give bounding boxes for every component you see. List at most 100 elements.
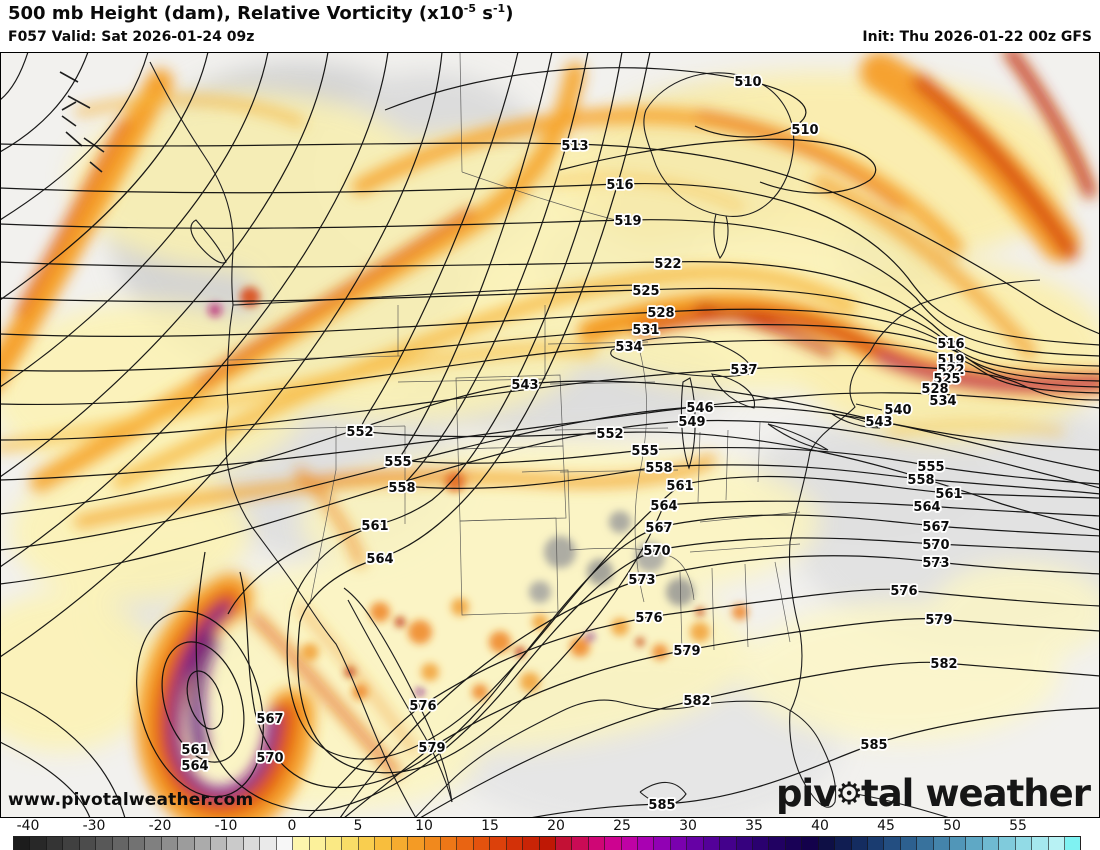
colorbar-segment bbox=[638, 837, 655, 850]
contour-label-537: 537 bbox=[730, 363, 757, 378]
colorbar-segment bbox=[1065, 837, 1081, 850]
colorbar-tick-label: 15 bbox=[481, 818, 499, 834]
colorbar-segment bbox=[982, 837, 1000, 850]
contour-label-519: 519 bbox=[614, 214, 641, 229]
contour-label-516: 516 bbox=[606, 178, 633, 193]
contour-label-558: 558 bbox=[907, 473, 934, 488]
colorbar-segment bbox=[161, 837, 179, 850]
colorbar-tick-label: -30 bbox=[82, 818, 106, 834]
logo-text-weather: weather bbox=[925, 772, 1091, 815]
colorbar-segment bbox=[342, 837, 359, 850]
contour-label-576: 576 bbox=[409, 699, 436, 714]
contour-label-564: 564 bbox=[650, 499, 677, 514]
colorbar-segment bbox=[933, 837, 951, 850]
contour-label-555: 555 bbox=[631, 444, 658, 459]
colorbar-segment bbox=[227, 837, 244, 850]
colorbar-segment bbox=[523, 837, 540, 850]
contour-labels: 5105105135165195225255285315345375435465… bbox=[180, 73, 967, 815]
colorbar-segment bbox=[1032, 837, 1049, 850]
contour-label-567: 567 bbox=[256, 712, 283, 727]
colorbar-segment bbox=[785, 837, 803, 850]
coastlines bbox=[59, 61, 1041, 819]
colorbar-segment bbox=[769, 837, 786, 850]
contour-label-528: 528 bbox=[921, 382, 948, 397]
contour-label-564: 564 bbox=[181, 759, 208, 774]
colorbar-segment bbox=[966, 837, 983, 850]
contour-label-516: 516 bbox=[937, 337, 964, 352]
contour-label-561: 561 bbox=[361, 519, 388, 534]
colorbar-segment bbox=[473, 837, 491, 850]
colorbar-tick-label: 45 bbox=[877, 818, 895, 834]
colorbar-tick-label: 20 bbox=[547, 818, 565, 834]
contour-label-585: 585 bbox=[860, 738, 887, 753]
colorbar-segment bbox=[818, 837, 836, 850]
contour-label-561: 561 bbox=[935, 487, 962, 502]
colorbar-segment bbox=[128, 837, 146, 850]
contour-label-531: 531 bbox=[632, 323, 659, 338]
gear-icon: ⚙ bbox=[835, 776, 863, 812]
contour-label-528: 528 bbox=[647, 306, 674, 321]
colorbar: -40 -30 -20 -10 0 5 10 15 20 25 30 35 40 45 50 55 bbox=[0, 818, 1100, 850]
southwest-vortex-shading bbox=[136, 574, 418, 834]
colorbar-segment bbox=[112, 837, 129, 850]
colorbar-tick-label: -40 bbox=[16, 818, 40, 834]
contour-label-579: 579 bbox=[418, 741, 445, 756]
colorbar-segment bbox=[917, 837, 934, 850]
contour-label-576: 576 bbox=[635, 611, 662, 626]
colorbar-segment bbox=[30, 837, 47, 850]
colorbar-segment bbox=[802, 837, 819, 850]
colorbar-tick-label: 35 bbox=[745, 818, 763, 834]
contour-label-564: 564 bbox=[913, 500, 940, 515]
title-unit-exponent: -1 bbox=[492, 2, 506, 15]
colorbar-segment bbox=[424, 837, 441, 850]
contour-label-579: 579 bbox=[925, 613, 952, 628]
colorbar-segment bbox=[736, 837, 753, 850]
contour-label-510: 510 bbox=[791, 123, 818, 138]
contour-label-570: 570 bbox=[643, 544, 670, 559]
colorbar-segment bbox=[194, 837, 212, 850]
colorbar-segment bbox=[555, 837, 573, 850]
colorbar-segment bbox=[605, 837, 622, 850]
watermark: www.pivotalweather.com bbox=[8, 790, 254, 810]
contour-label-522: 522 bbox=[654, 257, 681, 272]
colorbar-segment bbox=[260, 837, 277, 850]
colorbar-segment bbox=[276, 837, 294, 850]
colorbar-tick-label: 55 bbox=[1009, 818, 1027, 834]
state-borders bbox=[226, 51, 801, 653]
colorbar-segment bbox=[703, 837, 721, 850]
map-title: 500 mb Height (dam), Relative Vorticity … bbox=[8, 2, 513, 24]
colorbar-segment bbox=[588, 837, 606, 850]
colorbar-segment bbox=[293, 837, 310, 850]
logo-text-tal: tal bbox=[861, 772, 914, 815]
colorbar-tick-label: -10 bbox=[214, 818, 238, 834]
contour-label-510: 510 bbox=[734, 75, 761, 90]
contour-label-519: 519 bbox=[937, 353, 964, 368]
colorbar-tick-label: 30 bbox=[679, 818, 697, 834]
colorbar-segment bbox=[358, 837, 376, 850]
colorbar-segment bbox=[572, 837, 589, 850]
title-main: 500 mb Height (dam), Relative Vorticity … bbox=[8, 3, 464, 24]
title-unit: s bbox=[476, 3, 493, 24]
colorbar-gradient bbox=[13, 836, 1082, 850]
colorbar-segment bbox=[14, 837, 31, 850]
colorbar-segment bbox=[720, 837, 737, 850]
title-exponent: -5 bbox=[463, 2, 476, 15]
colorbar-segment bbox=[79, 837, 97, 850]
map-canvas[interactable]: 510 510 513 516 519 522 525 528 531 534 537 543 546 5… bbox=[0, 46, 1100, 834]
contour-label-534: 534 bbox=[929, 394, 956, 409]
colorbar-segment bbox=[621, 837, 639, 850]
colorbar-tick-label: -20 bbox=[148, 818, 172, 834]
logo-text-piv: piv bbox=[775, 772, 837, 815]
contour-label-555: 555 bbox=[917, 460, 944, 475]
contour-label-525: 525 bbox=[933, 372, 960, 387]
contour-label-555: 555 bbox=[384, 455, 411, 470]
contour-label-582: 582 bbox=[930, 657, 957, 672]
colorbar-segment bbox=[950, 837, 967, 850]
colorbar-segment bbox=[63, 837, 80, 850]
contour-label-582: 582 bbox=[683, 694, 710, 709]
colorbar-segment bbox=[96, 837, 113, 850]
colorbar-segment bbox=[457, 837, 474, 850]
colorbar-tick-labels: -40 -30 -20 -10 0 5 10 15 20 25 30 35 40 45 50 55 bbox=[0, 818, 1100, 835]
vorticity-height-map: 5105105135165195225255285315345375435465… bbox=[0, 46, 1100, 834]
height-contours bbox=[0, 51, 1100, 819]
